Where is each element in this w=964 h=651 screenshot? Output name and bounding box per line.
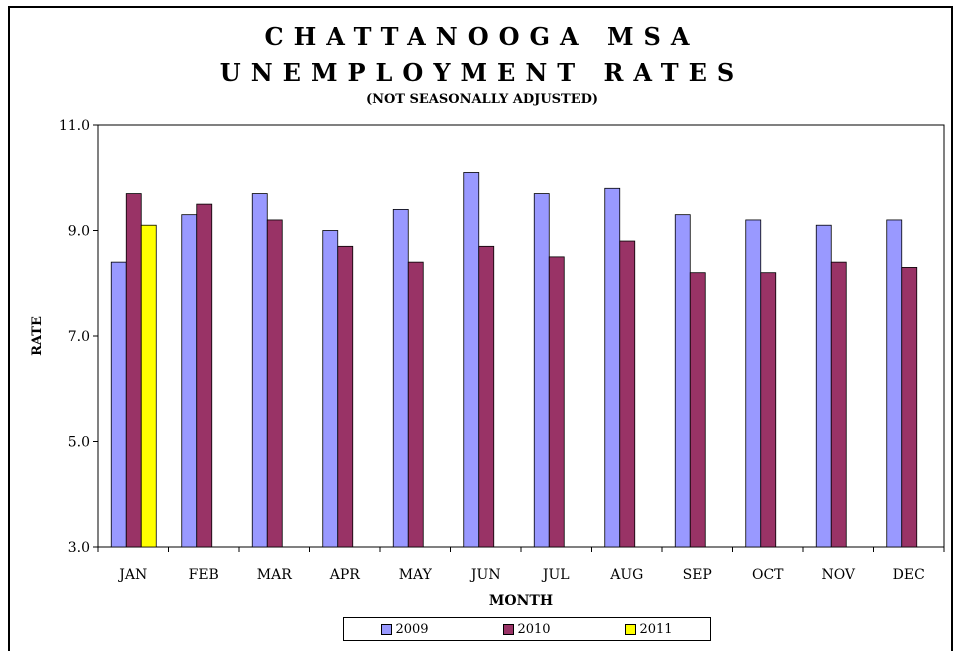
- y-tick-label: 11.0: [59, 118, 90, 134]
- chart-subtitle: (NOT SEASONALLY ADJUSTED): [365, 92, 599, 107]
- chart-frame: [8, 6, 953, 651]
- chart-title-line2: UNEMPLOYMENT RATES: [219, 58, 745, 87]
- x-tick-label: MAY: [399, 567, 433, 583]
- bar-2011-jan: [140, 224, 157, 548]
- bar-2009-jun: [463, 172, 480, 548]
- x-tick-label: DEC: [893, 567, 925, 583]
- legend-label-2011: 2011: [639, 621, 673, 637]
- bar-2009-aug: [604, 187, 621, 548]
- x-tick-label: APR: [329, 567, 361, 583]
- legend-swatch-2009: [381, 623, 393, 635]
- bar-2010-dec: [901, 267, 918, 548]
- legend-label-2009: 2009: [395, 621, 429, 637]
- bar-2009-mar: [251, 193, 268, 548]
- x-tick-label: FEB: [189, 567, 219, 583]
- x-tick-label: OCT: [752, 567, 784, 583]
- y-tick-label: 9.0: [68, 224, 90, 240]
- bar-2009-feb: [181, 214, 198, 548]
- bar-2010-jun: [478, 245, 495, 548]
- chart-title-line1: CHATTANOOGA MSA: [264, 22, 700, 51]
- bar-2009-may: [392, 208, 409, 548]
- bar-2010-feb: [196, 203, 213, 548]
- x-tick-label: SEP: [683, 567, 712, 583]
- x-tick-label: JUL: [541, 567, 570, 583]
- legend-swatch-2011: [625, 623, 637, 635]
- bar-2010-may: [407, 261, 424, 548]
- bar-2010-aug: [619, 240, 636, 548]
- bar-2010-sep: [689, 272, 706, 548]
- bar-2009-dec: [886, 219, 903, 548]
- x-tick-label: JAN: [117, 567, 147, 583]
- x-axis-label: MONTH: [489, 593, 553, 609]
- legend-item-2009: 2009: [381, 621, 429, 637]
- bar-2009-jan: [110, 261, 127, 548]
- bar-2009-jul: [533, 193, 550, 548]
- legend-item-2011: 2011: [625, 621, 673, 637]
- y-tick-label: 3.0: [68, 540, 90, 556]
- bar-2009-nov: [815, 224, 832, 548]
- y-tick-label: 5.0: [68, 435, 90, 451]
- bar-2009-apr: [322, 230, 339, 548]
- bar-2009-sep: [674, 214, 691, 548]
- bar-2009-oct: [745, 219, 762, 548]
- legend: 2009 2010 2011: [343, 617, 711, 641]
- plot-area: [97, 124, 945, 548]
- x-tick-label: JUN: [469, 567, 501, 583]
- bar-2010-jan: [125, 193, 142, 548]
- bar-2010-jul: [548, 256, 565, 548]
- x-tick-label: NOV: [821, 567, 855, 583]
- x-tick-label: AUG: [609, 567, 643, 583]
- y-tick-label: 7.0: [68, 329, 90, 345]
- y-axis-label: RATE: [30, 316, 45, 356]
- legend-label-2010: 2010: [517, 621, 551, 637]
- legend-item-2010: 2010: [503, 621, 551, 637]
- legend-swatch-2010: [503, 623, 515, 635]
- bar-2010-apr: [337, 245, 354, 548]
- x-tick-label: MAR: [257, 567, 292, 583]
- bar-2010-oct: [760, 272, 777, 548]
- bar-2010-mar: [266, 219, 283, 548]
- bar-2010-nov: [830, 261, 847, 548]
